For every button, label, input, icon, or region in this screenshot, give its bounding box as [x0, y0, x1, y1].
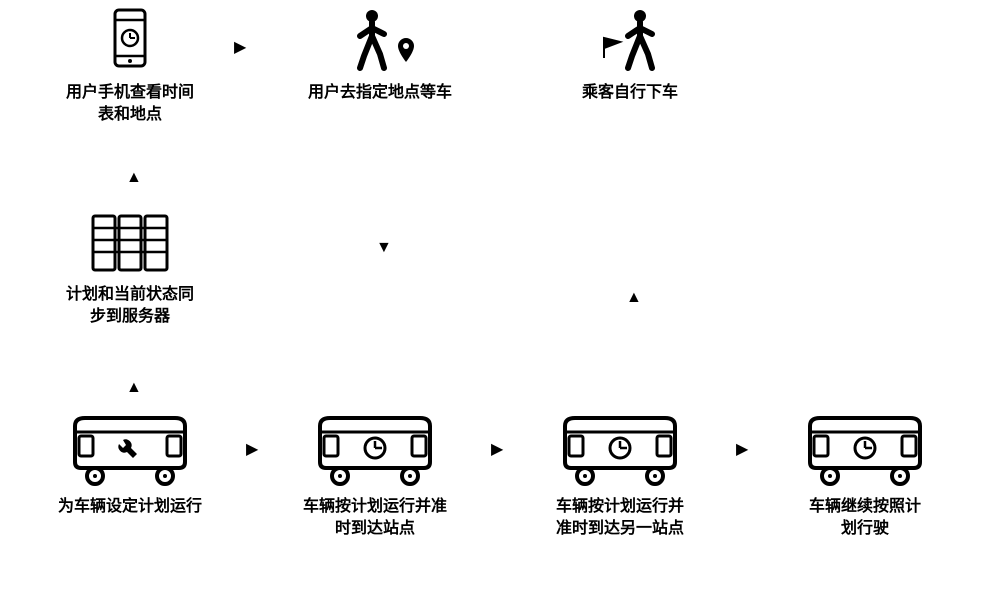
node-phone: 用户手机查看时间 表和地点: [40, 8, 220, 125]
node-bus3-label: 车辆按计划运行并 准时到达另一站点: [556, 496, 684, 539]
arrow-right: ▶: [246, 442, 258, 458]
arrow-right: ▶: [736, 442, 748, 458]
walk-pin-icon: [344, 8, 416, 72]
node-server: 计划和当前状态同 步到服务器: [40, 210, 220, 327]
node-walk-flag-label: 乘客自行下车: [582, 82, 678, 104]
server-icon: [91, 210, 169, 274]
arrow-up: ▲: [126, 170, 142, 186]
arrow-down: ▼: [376, 240, 392, 256]
node-bus3: 车辆按计划运行并 准时到达另一站点: [520, 410, 720, 539]
bus-clock-icon: [310, 410, 440, 486]
node-walk-flag: 乘客自行下车: [540, 8, 720, 104]
node-bus4: 车辆继续按照计 划行驶: [765, 410, 965, 539]
node-phone-label: 用户手机查看时间 表和地点: [66, 82, 194, 125]
node-bus1: 为车辆设定计划运行: [30, 410, 230, 518]
bus-wrench-icon: [65, 410, 195, 486]
node-bus2-label: 车辆按计划运行并准 时到达站点: [303, 496, 447, 539]
arrow-right: ▶: [234, 40, 246, 56]
arrow-right: ▶: [491, 442, 503, 458]
node-bus4-label: 车辆继续按照计 划行驶: [809, 496, 921, 539]
arrow-up: ▲: [626, 290, 642, 306]
node-bus1-label: 为车辆设定计划运行: [58, 496, 202, 518]
arrow-up: ▲: [126, 380, 142, 396]
node-server-label: 计划和当前状态同 步到服务器: [66, 284, 194, 327]
bus-clock-icon: [800, 410, 930, 486]
bus-clock-icon: [555, 410, 685, 486]
node-walk-pin-label: 用户去指定地点等车: [308, 82, 452, 104]
phone-icon: [109, 8, 151, 72]
walk-flag-icon: [594, 8, 666, 72]
node-walk-pin: 用户去指定地点等车: [280, 8, 480, 104]
node-bus2: 车辆按计划运行并准 时到达站点: [275, 410, 475, 539]
